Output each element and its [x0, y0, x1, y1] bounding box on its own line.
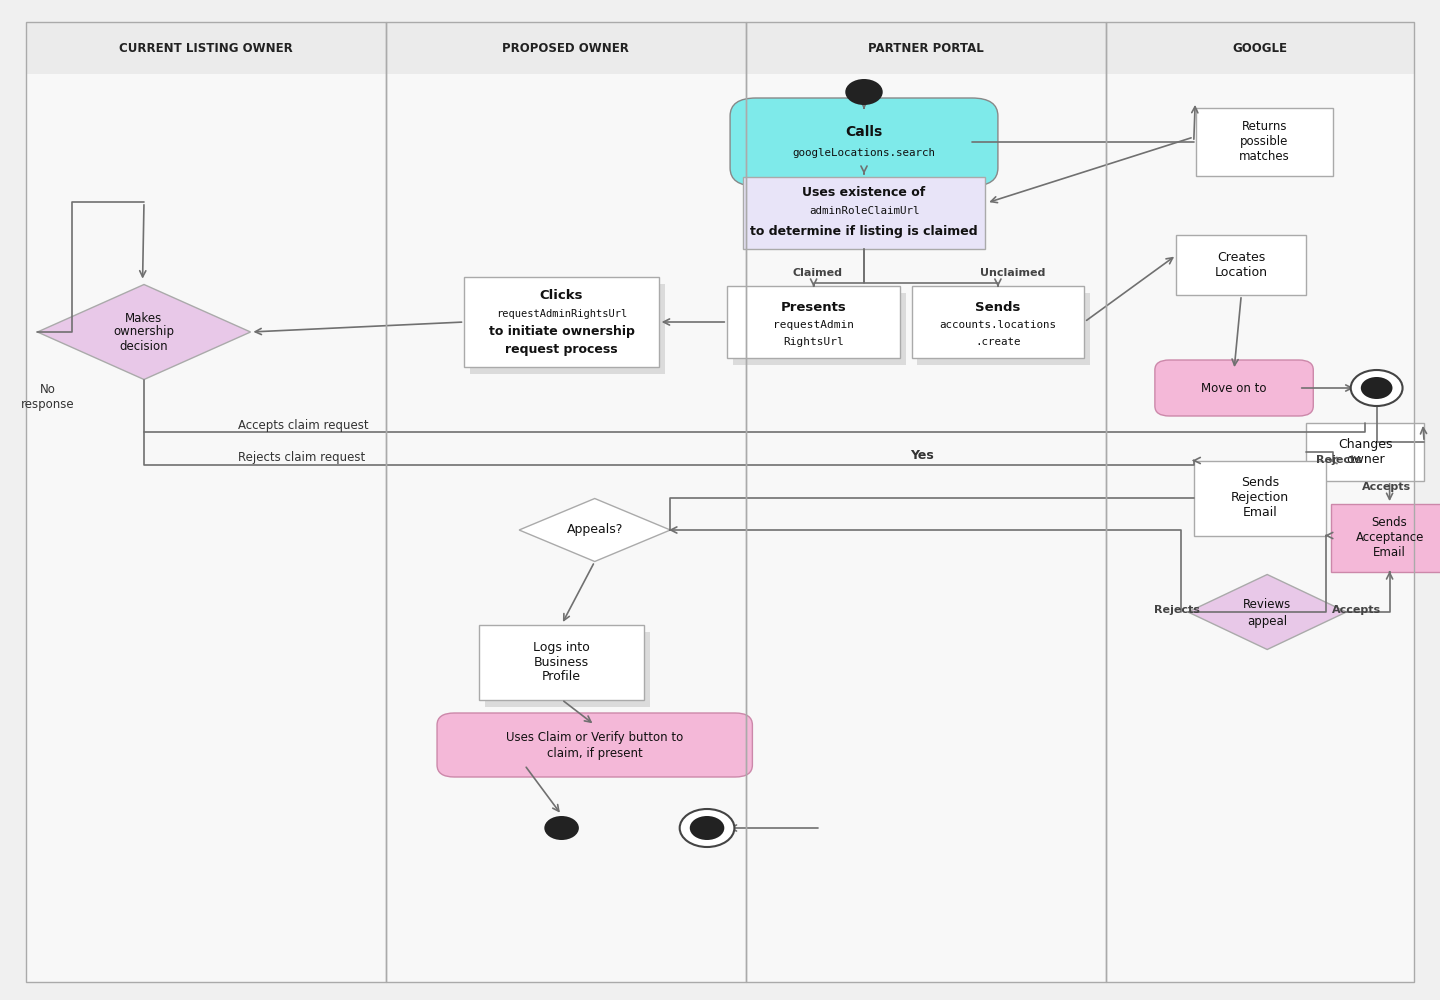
Bar: [1106, 22, 1414, 982]
Text: Accepts: Accepts: [1362, 482, 1411, 492]
Polygon shape: [37, 284, 251, 379]
Text: googleLocations.search: googleLocations.search: [792, 148, 936, 158]
Text: Uses existence of: Uses existence of: [802, 186, 926, 200]
Bar: [746, 22, 1106, 982]
Bar: [1106, 22, 1414, 74]
Text: Unclaimed: Unclaimed: [979, 268, 1045, 278]
Text: Clicks: Clicks: [540, 289, 583, 302]
Text: accounts.locations: accounts.locations: [939, 320, 1057, 330]
Bar: [26, 22, 386, 74]
Bar: [464, 277, 660, 367]
Text: PROPOSED OWNER: PROPOSED OWNER: [503, 41, 629, 54]
Bar: [1306, 423, 1424, 481]
Text: appeal: appeal: [1247, 615, 1287, 629]
Text: No
response: No response: [20, 383, 75, 411]
Circle shape: [1361, 377, 1392, 399]
Bar: [733, 293, 906, 365]
Polygon shape: [520, 499, 670, 562]
Bar: [469, 284, 665, 374]
Text: Yes: Yes: [910, 449, 933, 462]
Text: Sends
Acceptance
Email: Sends Acceptance Email: [1355, 516, 1424, 560]
Bar: [26, 74, 386, 982]
Text: Move on to: Move on to: [1201, 381, 1267, 394]
Text: decision: decision: [120, 340, 168, 353]
Bar: [485, 632, 651, 706]
Text: Changes
owner: Changes owner: [1338, 438, 1392, 466]
Text: Creates
Location: Creates Location: [1215, 251, 1267, 279]
Circle shape: [680, 809, 734, 847]
Bar: [727, 286, 900, 358]
Text: to determine if listing is claimed: to determine if listing is claimed: [750, 225, 978, 237]
Text: RightsUrl: RightsUrl: [783, 337, 844, 347]
Polygon shape: [1188, 574, 1346, 650]
Bar: [1106, 74, 1414, 982]
Text: Rejects: Rejects: [1153, 605, 1200, 615]
FancyBboxPatch shape: [438, 713, 752, 777]
Circle shape: [690, 816, 724, 840]
Text: Uses Claim or Verify button to: Uses Claim or Verify button to: [505, 732, 684, 744]
Text: Calls: Calls: [845, 125, 883, 139]
Text: Presents: Presents: [780, 301, 847, 314]
Text: CURRENT LISTING OWNER: CURRENT LISTING OWNER: [120, 41, 292, 54]
Text: Rejects claim request: Rejects claim request: [238, 452, 364, 464]
Text: claim, if present: claim, if present: [547, 746, 642, 760]
Text: adminRoleClaimUrl: adminRoleClaimUrl: [809, 206, 919, 216]
Bar: [386, 22, 746, 74]
Text: Accepts claim request: Accepts claim request: [238, 418, 369, 432]
Text: to initiate ownership: to initiate ownership: [488, 326, 635, 338]
Bar: [912, 286, 1084, 358]
Bar: [917, 293, 1090, 365]
Text: Reviews: Reviews: [1243, 597, 1292, 610]
Bar: [386, 22, 746, 982]
Bar: [1194, 460, 1326, 536]
Text: GOOGLE: GOOGLE: [1233, 41, 1287, 54]
Text: ownership: ownership: [114, 326, 174, 338]
Bar: [26, 22, 386, 982]
Bar: [386, 74, 746, 982]
Bar: [746, 22, 1106, 74]
Circle shape: [544, 816, 579, 840]
Bar: [1197, 108, 1333, 176]
Text: PARTNER PORTAL: PARTNER PORTAL: [868, 41, 984, 54]
Text: requestAdmin: requestAdmin: [773, 320, 854, 330]
Circle shape: [1351, 370, 1403, 406]
Text: request process: request process: [505, 344, 618, 357]
Text: Accepts: Accepts: [1332, 605, 1381, 615]
Text: Rejects: Rejects: [1316, 455, 1362, 465]
Circle shape: [845, 79, 883, 105]
Text: requestAdminRightsUrl: requestAdminRightsUrl: [495, 309, 628, 319]
Text: Sends: Sends: [975, 301, 1021, 314]
Bar: [478, 624, 645, 700]
Text: .create: .create: [975, 337, 1021, 347]
Text: Claimed: Claimed: [793, 268, 842, 278]
Bar: [1331, 504, 1440, 572]
Text: Logs into
Business
Profile: Logs into Business Profile: [533, 641, 590, 684]
Bar: [1176, 235, 1306, 295]
Text: Returns
possible
matches: Returns possible matches: [1238, 120, 1290, 163]
Text: Sends
Rejection
Email: Sends Rejection Email: [1231, 477, 1289, 520]
Text: Makes: Makes: [125, 312, 163, 324]
Bar: [746, 74, 1106, 982]
Bar: [743, 177, 985, 249]
FancyBboxPatch shape: [730, 98, 998, 186]
Text: Appeals?: Appeals?: [566, 524, 624, 536]
FancyBboxPatch shape: [1155, 360, 1313, 416]
